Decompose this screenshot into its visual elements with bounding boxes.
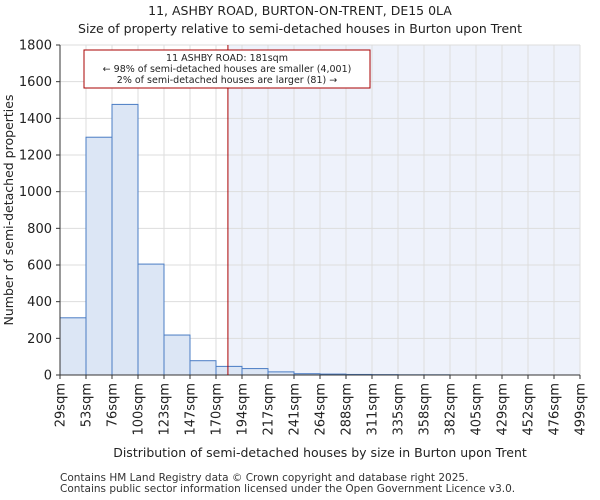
y-tick-label: 200 xyxy=(27,332,52,347)
y-tick-label: 1600 xyxy=(19,75,52,90)
x-tick-label: 241sqm xyxy=(288,383,303,436)
y-tick-label: 1200 xyxy=(19,149,52,164)
y-axis-title: Number of semi-detached properties xyxy=(1,95,16,326)
x-tick-label: 264sqm xyxy=(314,383,329,436)
x-tick-label: 123sqm xyxy=(158,383,173,436)
y-tick-label: 1400 xyxy=(19,112,52,127)
x-tick-label: 452sqm xyxy=(522,383,537,436)
x-tick-label: 476sqm xyxy=(548,383,563,436)
histogram-bar xyxy=(163,334,191,376)
annotation-line: 2% of semi-detached houses are larger (8… xyxy=(117,75,337,86)
x-axis-title: Distribution of semi-detached houses by … xyxy=(113,445,527,460)
footer-line-2: Contains public sector information licen… xyxy=(60,483,516,495)
histogram-bar xyxy=(215,365,243,376)
histogram-bar xyxy=(59,317,87,376)
y-tick-label: 800 xyxy=(27,222,52,237)
y-tick-label: 400 xyxy=(27,295,52,310)
x-tick-label: 405sqm xyxy=(470,383,485,436)
annotation-line: ← 98% of semi-detached houses are smalle… xyxy=(103,64,352,75)
x-tick-label: 217sqm xyxy=(262,383,277,436)
x-tick-label: 53sqm xyxy=(80,383,95,427)
x-tick-label: 100sqm xyxy=(132,383,147,436)
x-tick-label: 29sqm xyxy=(54,383,69,427)
x-tick-label: 147sqm xyxy=(184,383,199,436)
chart-title: 11, ASHBY ROAD, BURTON-ON-TRENT, DE15 0L… xyxy=(148,3,452,18)
larger-properties-region xyxy=(227,45,580,375)
footer-line-1: Contains HM Land Registry data © Crown c… xyxy=(60,472,469,484)
histogram-bar xyxy=(241,368,269,376)
histogram-bar xyxy=(111,103,139,376)
x-tick-label: 335sqm xyxy=(392,383,407,436)
x-tick-label: 194sqm xyxy=(236,383,251,436)
x-tick-label: 499sqm xyxy=(574,383,589,436)
x-tick-label: 382sqm xyxy=(444,383,459,436)
y-tick-label: 1000 xyxy=(19,185,52,200)
histogram-bar xyxy=(85,136,113,376)
x-tick-label: 76sqm xyxy=(106,383,121,427)
x-tick-label: 429sqm xyxy=(496,383,511,436)
annotation-box xyxy=(83,49,371,89)
y-tick-label: 1800 xyxy=(19,39,52,54)
y-tick-label: 600 xyxy=(27,259,52,274)
x-tick-label: 288sqm xyxy=(340,383,355,436)
x-tick-label: 170sqm xyxy=(210,383,225,436)
x-tick-label: 358sqm xyxy=(418,383,433,436)
chart-subtitle: Size of property relative to semi-detach… xyxy=(78,21,522,36)
histogram-bar xyxy=(137,263,165,376)
annotation-line: 11 ASHBY ROAD: 181sqm xyxy=(166,53,288,64)
x-tick-label: 311sqm xyxy=(366,383,381,436)
y-tick-label: 0 xyxy=(44,369,52,384)
histogram-bar xyxy=(189,360,217,376)
